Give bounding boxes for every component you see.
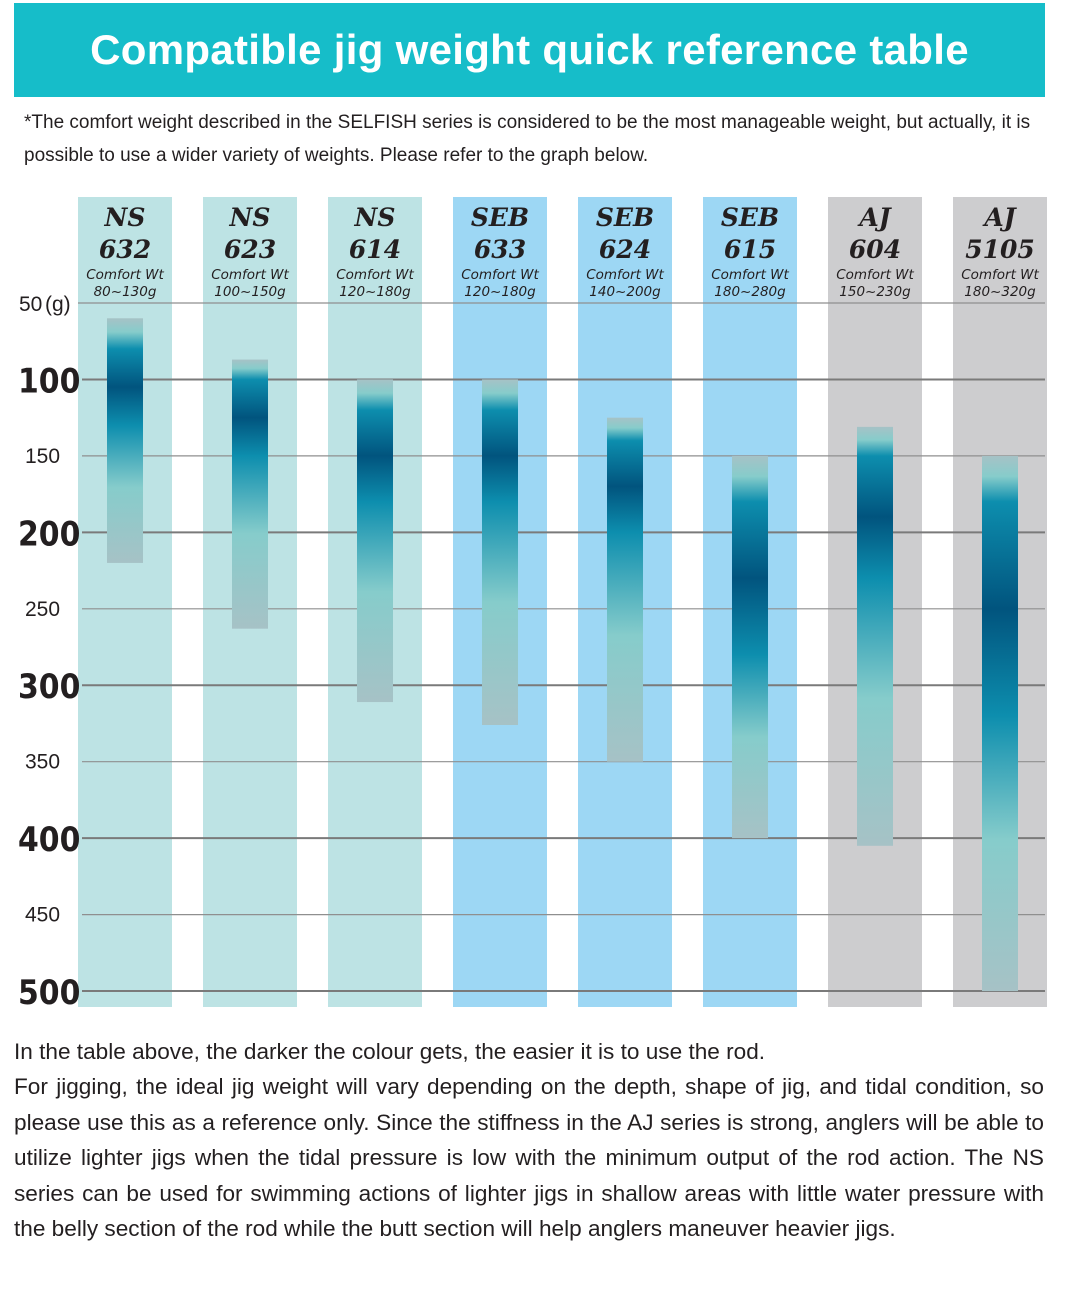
range-bar-aj-5105 xyxy=(982,455,1018,992)
y-tick-label-350: 350 xyxy=(25,751,60,774)
footer-text: In the table above, the darker the colou… xyxy=(14,1034,1044,1246)
comfort-prefix-seb-633: Comfort Wt xyxy=(461,267,539,283)
y-tick-label-450: 450 xyxy=(25,904,60,927)
comfort-range-seb-615: 180~280g xyxy=(714,284,786,300)
y-tick-label-250: 250 xyxy=(25,598,60,621)
series-label-seb-615: SEB xyxy=(721,203,779,232)
comfort-prefix-ns-614: Comfort Wt xyxy=(336,267,414,283)
comfort-range-ns-623: 100~150g xyxy=(214,284,286,300)
footer-line-2: For jigging, the ideal jig weight will v… xyxy=(14,1074,1044,1242)
range-bars xyxy=(107,318,1018,992)
comfort-prefix-seb-624: Comfort Wt xyxy=(586,267,664,283)
comfort-prefix-ns-632: Comfort Wt xyxy=(86,267,164,283)
model-number-aj-604: 604 xyxy=(849,235,901,264)
comfort-prefix-ns-623: Comfort Wt xyxy=(211,267,289,283)
series-label-ns-632: NS xyxy=(104,203,146,232)
y-tick-label-150: 150 xyxy=(25,445,60,468)
range-bar-seb-633 xyxy=(482,379,518,726)
model-columns xyxy=(78,197,1047,1007)
y-tick-label-300: 300 xyxy=(18,666,80,706)
comfort-range-seb-624: 140~200g xyxy=(589,284,661,300)
range-bar-seb-615 xyxy=(732,455,768,839)
y-axis-unit: (g) xyxy=(45,293,71,316)
series-label-aj-604: AJ xyxy=(857,203,892,232)
y-tick-label-500: 500 xyxy=(18,972,80,1012)
comfort-range-aj-5105: 180~320g xyxy=(964,284,1036,300)
range-bar-seb-624 xyxy=(607,417,643,762)
title-banner: Compatible jig weight quick reference ta… xyxy=(14,3,1045,97)
range-bar-ns-623 xyxy=(232,359,268,629)
model-number-seb-615: 615 xyxy=(724,235,776,264)
model-number-ns-623: 623 xyxy=(224,235,276,264)
comfort-prefix-aj-604: Comfort Wt xyxy=(836,267,914,283)
model-number-seb-633: 633 xyxy=(474,235,526,264)
series-label-aj-5105: AJ xyxy=(982,203,1017,232)
y-tick-label-400: 400 xyxy=(18,819,80,859)
comfort-prefix-seb-615: Comfort Wt xyxy=(711,267,789,283)
y-tick-label-50: 50 xyxy=(19,293,42,316)
range-bar-ns-632 xyxy=(107,318,143,563)
model-number-aj-5105: 5105 xyxy=(965,235,1035,264)
comfort-prefix-aj-5105: Comfort Wt xyxy=(961,267,1039,283)
range-bar-aj-604 xyxy=(857,426,893,846)
series-label-ns-614: NS xyxy=(354,203,396,232)
model-number-seb-624: 624 xyxy=(599,235,651,264)
y-tick-label-200: 200 xyxy=(18,513,80,553)
comfort-range-aj-604: 150~230g xyxy=(839,284,911,300)
range-bar-ns-614 xyxy=(357,379,393,703)
series-label-ns-623: NS xyxy=(229,203,271,232)
comfort-range-ns-632: 80~130g xyxy=(94,284,157,300)
y-axis-ticks: 50 (g) 100 150 200 250 300 350 400 450 500 xyxy=(18,293,80,1013)
page-title: Compatible jig weight quick reference ta… xyxy=(90,26,969,73)
intro-note: *The comfort weight described in the SEL… xyxy=(24,112,1031,166)
footer-line-1: In the table above, the darker the colou… xyxy=(14,1039,766,1064)
model-number-ns-614: 614 xyxy=(349,235,401,264)
series-label-seb-633: SEB xyxy=(471,203,529,232)
comfort-range-seb-633: 120~180g xyxy=(464,284,536,300)
model-number-ns-632: 632 xyxy=(99,235,151,264)
comfort-range-ns-614: 120~180g xyxy=(339,284,411,300)
series-label-seb-624: SEB xyxy=(596,203,654,232)
y-tick-label-100: 100 xyxy=(18,361,80,401)
